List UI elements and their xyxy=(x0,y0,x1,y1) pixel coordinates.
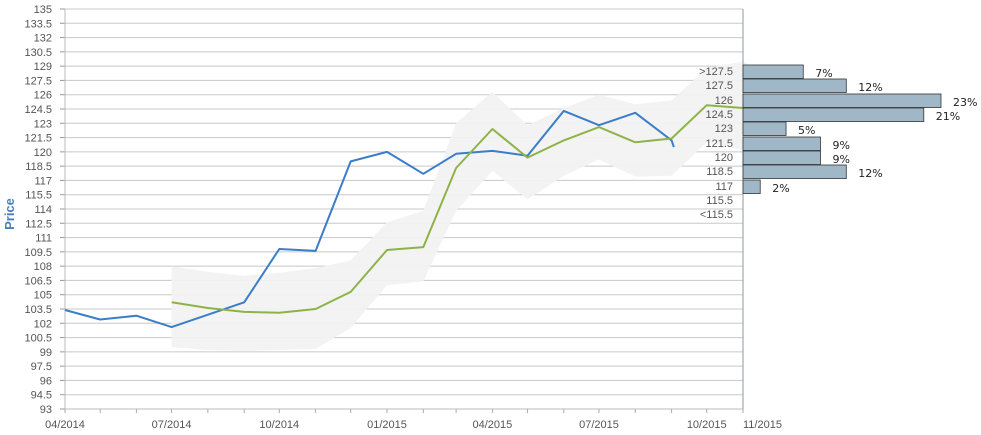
x-tick-label: 10/2015 xyxy=(687,419,727,431)
range-band-area xyxy=(171,61,760,351)
y-tick-label: 126 xyxy=(34,90,52,102)
histogram-pct-label: 12% xyxy=(858,167,882,180)
axes xyxy=(60,8,744,413)
histogram-bar xyxy=(742,64,804,79)
histogram-bin-label: 118.5 xyxy=(706,166,733,178)
histogram-pct-label: 9% xyxy=(832,153,849,166)
x-tick-label: 10/2014 xyxy=(259,419,299,431)
y-tick-label: 106.5 xyxy=(24,275,52,287)
price-line xyxy=(64,109,675,329)
histogram-bar xyxy=(742,136,821,151)
histogram-bar xyxy=(742,121,787,136)
y-tick-label: 123 xyxy=(34,118,52,130)
y-tick-label: 99 xyxy=(40,347,52,359)
y-tick-label: 93 xyxy=(40,404,52,416)
range-band xyxy=(171,61,760,351)
histogram-bin-label: 115.5 xyxy=(706,195,733,207)
histogram-bin-label: 117 xyxy=(715,181,733,193)
y-tick-label: 108 xyxy=(34,261,52,273)
y-tick-label: 127.5 xyxy=(24,75,52,87)
grid-lines xyxy=(65,8,743,410)
x-tick-label: 04/2015 xyxy=(473,419,513,431)
histogram-bin-label: 120 xyxy=(715,152,733,164)
y-tick-label: 103.5 xyxy=(24,304,52,316)
histogram-bar xyxy=(742,179,761,194)
y-tick-label: 94.5 xyxy=(31,390,52,402)
y-tick-label: 109.5 xyxy=(24,247,52,259)
histogram-bin-label: 121.5 xyxy=(705,138,733,150)
histogram-pct-label: 7% xyxy=(815,67,832,80)
y-tick-label: 133.5 xyxy=(24,18,52,30)
histogram-pct-label: 23% xyxy=(953,96,977,109)
y-tick-label: 102 xyxy=(34,318,52,330)
histogram-pct-label: 2% xyxy=(772,182,789,195)
histogram-bar xyxy=(742,78,847,93)
y-tick-label: 121.5 xyxy=(24,133,52,145)
x-tick-label: 01/2015 xyxy=(367,419,407,431)
y-tick-label: 120 xyxy=(34,147,52,159)
histogram-bar xyxy=(742,150,821,165)
histogram-pct-label: 5% xyxy=(798,124,815,137)
y-tick-label: 124.5 xyxy=(24,104,52,116)
y-tick-label: 97.5 xyxy=(31,361,52,373)
y-tick-label: 111 xyxy=(35,233,52,245)
histogram-pct-label: 21% xyxy=(936,110,960,123)
y-tick-label: 112.5 xyxy=(25,218,52,230)
y-tick-label: 105 xyxy=(34,290,52,302)
y-tick-label: 114 xyxy=(34,204,52,216)
y-tick-label: 132 xyxy=(34,33,52,45)
y-tick-label: 96 xyxy=(40,375,52,387)
histogram-bin-label: <115.5 xyxy=(700,209,733,221)
histogram-bin-label: 127.5 xyxy=(705,80,733,92)
histogram-bar xyxy=(742,107,925,122)
y-tick-label: 118.5 xyxy=(25,161,52,173)
distribution-histogram: 7% 12% 23%21% 5% 9%9% 12% 2% xyxy=(742,64,977,195)
histogram-bin-label: 123 xyxy=(715,123,733,135)
histogram-pct-label: 12% xyxy=(858,81,882,94)
y-tick-label: 130.5 xyxy=(24,47,52,59)
y-tick-label: 117 xyxy=(34,175,52,187)
y-tick-label: 100.5 xyxy=(24,333,52,345)
y-axis-title: Price xyxy=(2,198,17,230)
histogram-pct-label: 9% xyxy=(832,139,849,152)
average-line xyxy=(171,104,760,314)
axis-labels: 135 133.5 132 130.5 129 127.5 126 124.5 123 121.5… xyxy=(24,4,781,431)
x-tick-label: 04/2014 xyxy=(45,419,85,431)
y-tick-label: 135 xyxy=(34,4,52,16)
x-tick-label: 11/2015 xyxy=(743,419,782,431)
y-tick-label: 129 xyxy=(34,61,52,73)
series-lines xyxy=(64,104,760,329)
histogram-bin-label: 126 xyxy=(715,95,733,107)
histogram-bar xyxy=(742,93,942,108)
x-tick-label: 07/2014 xyxy=(152,419,192,431)
y-tick-label: 115.5 xyxy=(25,190,52,202)
histogram-bin-label: >127.5 xyxy=(699,66,733,78)
histogram-bin-label: 124.5 xyxy=(705,109,733,121)
histogram-bar xyxy=(742,164,847,179)
x-tick-label: 07/2015 xyxy=(579,419,619,431)
